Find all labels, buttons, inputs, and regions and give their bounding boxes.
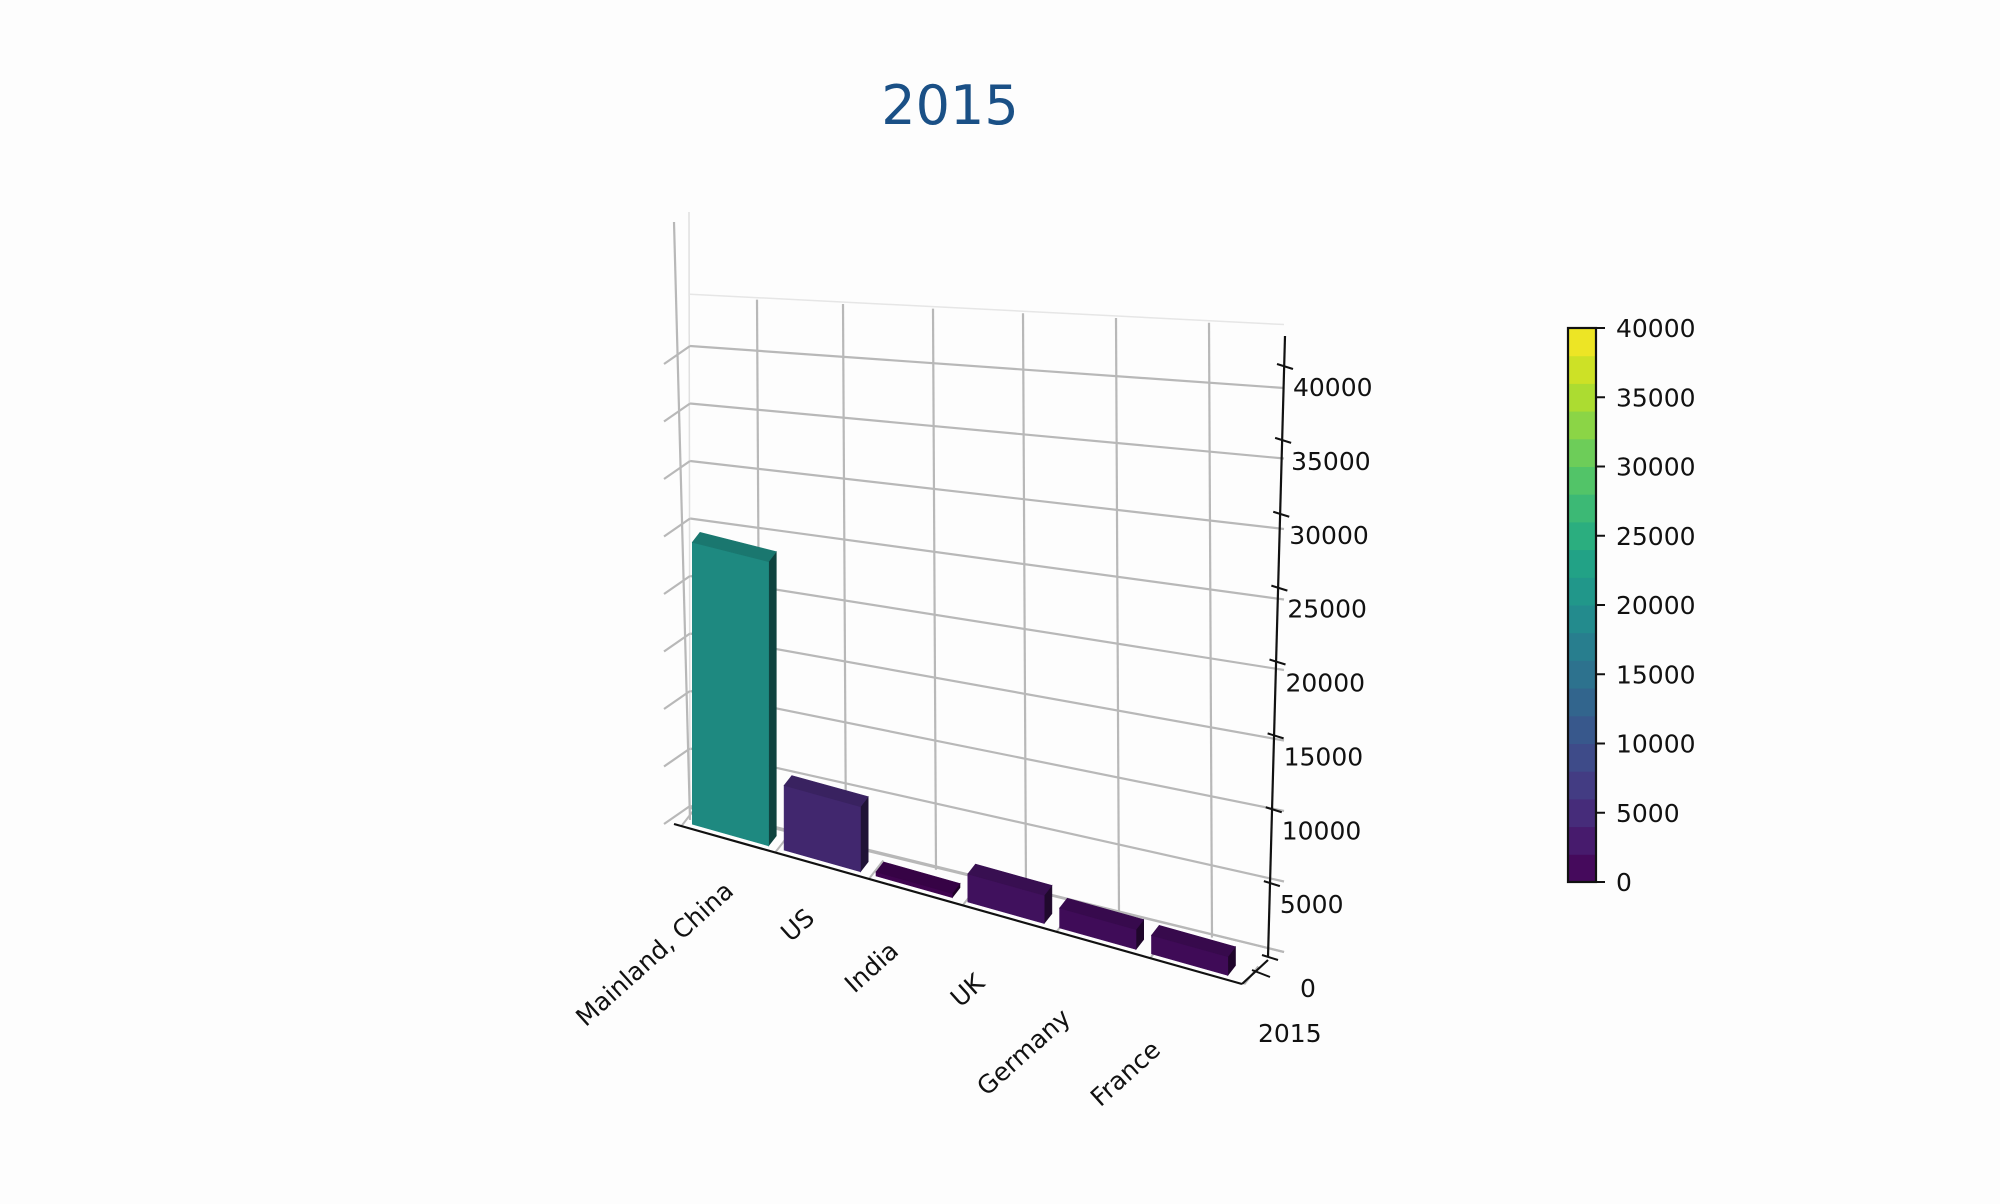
- colorbar-tick-label: 5000: [1616, 799, 1680, 828]
- colorbar-tick-label: 35000: [1616, 383, 1696, 412]
- colorbar-tick-label: 40000: [1616, 314, 1696, 343]
- bars: [691, 532, 1237, 977]
- bar: [1150, 925, 1237, 977]
- bar: [691, 532, 777, 847]
- z-tick-label: 5000: [1280, 890, 1344, 919]
- x-tick-label: Mainland, China: [570, 876, 739, 1032]
- x-tick-label: France: [1085, 1035, 1166, 1112]
- x-tick-label: India: [839, 936, 904, 999]
- bar: [875, 861, 961, 899]
- z-tick-label: 0: [1300, 974, 1316, 1003]
- colorbar-tick-label: 25000: [1616, 522, 1696, 551]
- z-tick-label: 35000: [1291, 447, 1371, 476]
- z-axis-labels: 0 5000 10000 15000 20000 25000 30000 35000 40000: [1261, 363, 1373, 1003]
- x-tick-label: Germany: [971, 1003, 1076, 1102]
- colorbar-tick-label: 30000: [1616, 453, 1696, 482]
- z-tick-label: 25000: [1287, 595, 1367, 624]
- z-tick-label: 40000: [1293, 373, 1373, 402]
- colorbar: 0 5000 10000 15000 20000 25000 30000 35000 40000: [1566, 314, 1696, 897]
- grid: [663, 211, 1285, 985]
- x-tick-label: US: [775, 903, 820, 947]
- chart-title: 2015: [881, 74, 1019, 137]
- z-tick-label: 15000: [1284, 742, 1364, 771]
- bar: [967, 863, 1053, 925]
- y-axis-labels: 2015: [1258, 1019, 1322, 1048]
- z-tick-label: 20000: [1286, 669, 1366, 698]
- z-tick-label: 30000: [1289, 521, 1369, 550]
- x-tick-label: UK: [945, 968, 991, 1013]
- colorbar-tick-label: 15000: [1616, 660, 1696, 689]
- colorbar-tick-label: 0: [1616, 868, 1632, 897]
- colorbar-tick-label: 20000: [1616, 591, 1696, 620]
- colorbar-tick-label: 10000: [1616, 730, 1696, 759]
- bar: [1059, 897, 1145, 951]
- y-tick-label: 2015: [1258, 1019, 1322, 1048]
- z-tick-label: 10000: [1282, 816, 1362, 845]
- bar: [783, 775, 869, 873]
